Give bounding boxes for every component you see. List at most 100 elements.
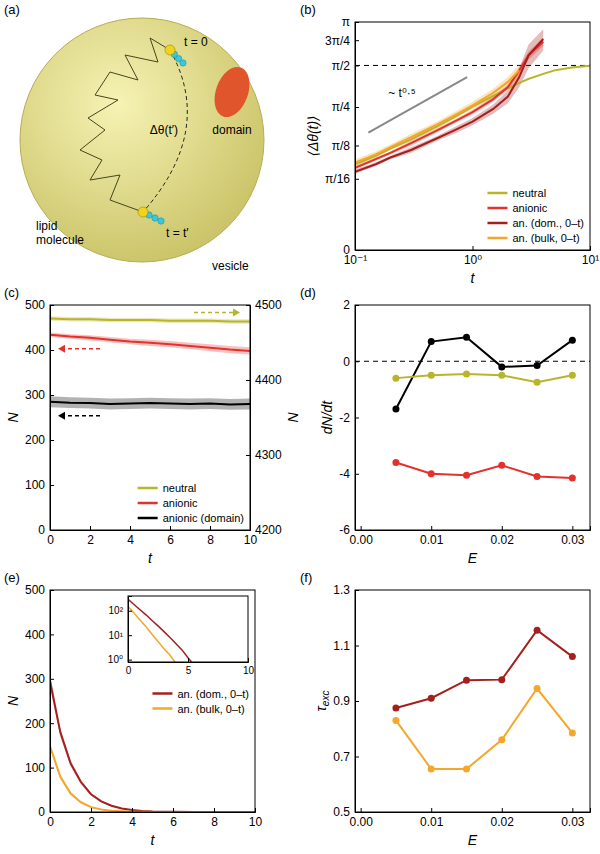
legend-label: anionic — [512, 202, 547, 214]
tick: 0 — [343, 243, 359, 257]
tick-label: 100 — [25, 478, 45, 492]
tick: -4 — [339, 467, 359, 481]
error-band — [50, 396, 250, 410]
marker — [569, 474, 576, 481]
y-axis: 0.50.70.91.11.3 — [333, 583, 359, 819]
tick: 1.1 — [333, 639, 359, 653]
series-line — [355, 42, 543, 168]
marker — [392, 375, 399, 382]
tick-mark — [50, 440, 54, 441]
legend-label: an. (bulk, 0–t) — [177, 703, 244, 715]
series-line — [50, 746, 255, 812]
panel-label: (c) — [4, 285, 19, 300]
tick-label: 4400 — [255, 373, 282, 387]
marker — [463, 370, 470, 377]
tick-mark — [90, 526, 91, 530]
x-axis: 0246810 — [47, 808, 262, 829]
tick-mark — [355, 40, 359, 41]
series-line — [396, 630, 572, 708]
tick-label: 0.01 — [420, 533, 444, 547]
tick-mark — [355, 418, 359, 419]
tick-label: 2 — [87, 533, 94, 547]
legend-swatch — [487, 192, 507, 195]
tick: 500 — [25, 583, 54, 597]
legend-swatch — [152, 707, 172, 710]
tick: 2 — [87, 526, 94, 547]
axis-line — [51, 306, 55, 531]
marker — [534, 627, 541, 634]
tick: 400 — [25, 343, 54, 357]
tick: 4200 — [246, 523, 282, 537]
tick-mark — [355, 179, 359, 180]
tick-label: 0 — [343, 243, 350, 257]
x-axis-title: t — [151, 832, 156, 848]
series-line — [128, 599, 248, 662]
tick-mark — [170, 526, 171, 530]
tick-label: 4 — [129, 815, 136, 829]
tick: 100 — [25, 761, 54, 775]
tick-label: 300 — [25, 672, 45, 686]
axis-line — [356, 306, 360, 531]
panel-label: (a) — [4, 2, 20, 17]
reference-line — [355, 65, 590, 66]
tick-mark — [502, 808, 503, 812]
diagram-text: Δθ(t′) — [150, 123, 178, 137]
axis-arrow — [194, 312, 234, 314]
legend-swatch — [487, 222, 507, 225]
marker — [463, 765, 470, 772]
axis-line — [356, 526, 591, 531]
legend-swatch — [138, 517, 158, 520]
axis-line — [356, 591, 360, 813]
series-line — [355, 66, 590, 164]
tick-label: 400 — [25, 628, 45, 642]
tick-label: 6 — [170, 815, 177, 829]
marker — [498, 372, 505, 379]
tick: -6 — [339, 523, 359, 537]
y-axis-title: N — [5, 412, 21, 423]
y-axis-title: N — [5, 695, 21, 706]
lipid-tail — [158, 218, 164, 224]
tick: 6 — [167, 526, 174, 547]
tick: 2 — [343, 298, 359, 312]
y-axis: -6-4-202 — [339, 298, 359, 537]
tick: 4 — [127, 526, 134, 547]
panel-label: (b) — [300, 2, 316, 17]
tick-label: 10¹ — [109, 630, 124, 641]
tick-label: 0.01 — [420, 815, 444, 829]
tick-label: 8 — [211, 815, 218, 829]
plot-area — [50, 674, 255, 812]
tick-label: π/8 — [332, 139, 351, 153]
tick: 10¹ — [582, 246, 599, 267]
diagram: (a)t = 0t = t′Δθ(t′)domainvesiclelipidmo… — [4, 2, 264, 273]
tick: 4 — [129, 808, 136, 829]
marker — [498, 736, 505, 743]
plot-area — [128, 599, 248, 662]
lipid-head — [165, 45, 175, 55]
y2-axis: 4200430044004500 — [246, 298, 282, 537]
x-axis-title: E — [468, 832, 478, 848]
tick-label: -4 — [339, 467, 350, 481]
tick-mark — [361, 808, 362, 812]
tick-mark — [50, 530, 54, 531]
diagram-text: domain — [212, 123, 251, 137]
error-band — [50, 332, 250, 354]
tick-label: 400 — [25, 343, 45, 357]
tick: 4500 — [246, 298, 282, 312]
tick-mark — [246, 380, 250, 381]
tick-label: 0.02 — [491, 533, 515, 547]
tick: π/16 — [325, 172, 359, 186]
axis-arrow — [64, 415, 100, 417]
tick: 3π/4 — [325, 34, 359, 48]
tick-label: 0 — [47, 533, 54, 547]
axis-line — [51, 808, 256, 813]
tick-mark — [50, 485, 54, 486]
tick-mark — [128, 660, 132, 661]
marker — [534, 473, 541, 480]
legend-label: an. (bulk, 0–t) — [512, 232, 579, 244]
tick-mark — [50, 679, 54, 680]
diagram-text: lipidmolecule — [36, 219, 84, 247]
tick: 0.02 — [491, 808, 515, 829]
figure: (a)t = 0t = t′Δθ(t′)domainvesiclelipidmo… — [0, 0, 600, 854]
tick-label: 2 — [343, 298, 350, 312]
tick: 10¹ — [109, 630, 132, 641]
